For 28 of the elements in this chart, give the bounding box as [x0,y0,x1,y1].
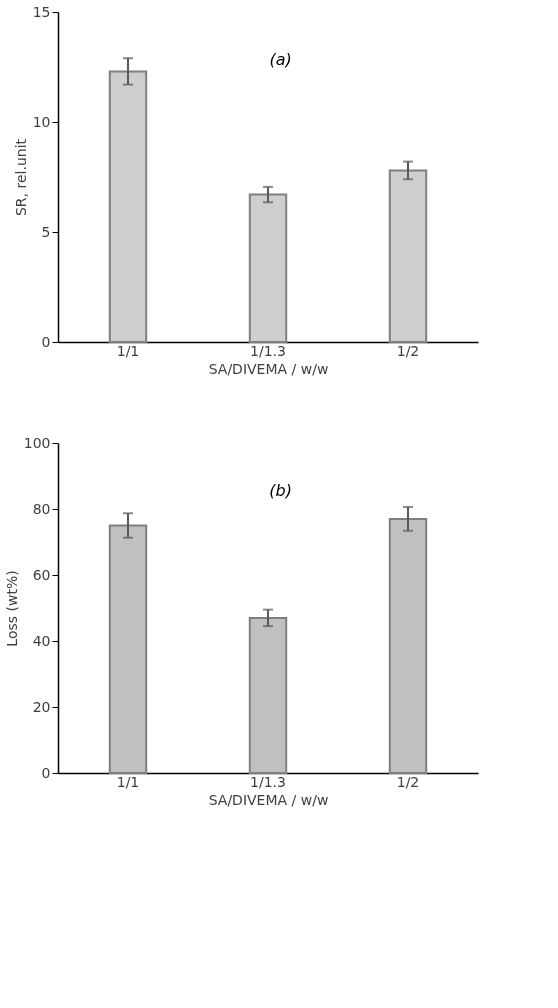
bar [248,193,288,343]
y-axis-title: Loss (wt%) [3,570,20,647]
x-tick-label: 1/2 [396,342,420,359]
annotation: (a) [269,50,292,69]
y-tick-label: 0 [41,764,51,781]
annotation: (b) [269,481,292,500]
x-tick-label: 1/1.3 [250,773,286,790]
x-axis-title: SA/DIVEMA / w/w [208,360,329,377]
x-axis-title: SA/DIVEMA / w/w [208,791,329,808]
x-tick-label: 1/1 [116,342,140,359]
y-tick-label: 20 [32,698,51,715]
y-tick-label: 80 [32,500,51,517]
y-tick-label: 40 [32,632,51,649]
y-tick-label: 100 [23,434,51,451]
bar [108,524,148,774]
y-tick-label: 15 [32,3,51,20]
bar [388,517,428,774]
y-tick-label: 10 [32,113,51,130]
bar [388,169,428,343]
bar [248,616,288,774]
x-tick-label: 1/1.3 [250,342,286,359]
x-tick-label: 1/2 [396,773,420,790]
y-tick-label: 60 [32,566,51,583]
x-tick-label: 1/1 [116,773,140,790]
y-tick-label: 5 [41,223,51,240]
bar [108,70,148,343]
y-axis-title: SR, rel.unit [12,138,29,217]
y-tick-label: 0 [41,333,51,350]
